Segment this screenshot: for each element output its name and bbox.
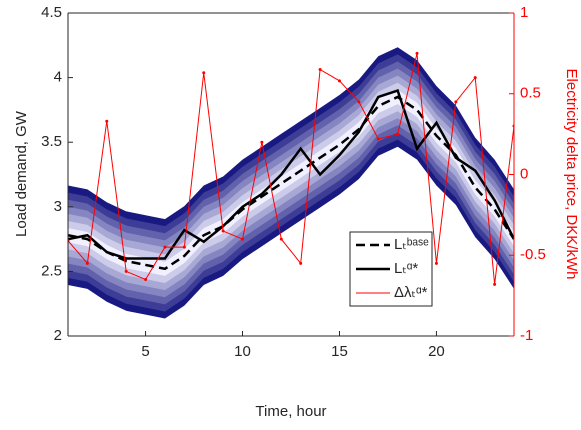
series-point bbox=[415, 51, 419, 55]
series-point bbox=[299, 261, 303, 265]
y2-tick-label: -0.5 bbox=[520, 246, 546, 263]
series-point bbox=[241, 237, 245, 241]
series-point bbox=[396, 132, 400, 136]
y2-tick-label: 0 bbox=[520, 165, 528, 182]
series-point bbox=[434, 261, 438, 265]
series-point bbox=[163, 245, 167, 249]
x-tick-label: 20 bbox=[428, 343, 445, 360]
series-point bbox=[105, 119, 109, 123]
x-axis-label: Time, hour bbox=[255, 403, 326, 420]
legend-label: Lₜᵇᵃˢᵉ bbox=[394, 236, 429, 253]
series-point bbox=[357, 100, 361, 104]
series-line bbox=[68, 95, 514, 271]
series-point bbox=[85, 261, 89, 265]
y-tick-label: 2.5 bbox=[41, 262, 62, 279]
series-point bbox=[202, 71, 206, 75]
x-tick-label: 5 bbox=[141, 343, 149, 360]
series-point bbox=[493, 282, 497, 286]
legend-label: Lₜᵅ* bbox=[394, 260, 418, 277]
y2-tick-label: 1 bbox=[520, 4, 528, 21]
y-tick-label: 3 bbox=[54, 198, 62, 215]
y-axis-label: Load demand, GW bbox=[13, 110, 30, 237]
series-point bbox=[376, 137, 380, 141]
x-tick-label: 10 bbox=[234, 343, 251, 360]
series-point bbox=[318, 68, 322, 72]
series-point bbox=[144, 277, 148, 281]
series-line bbox=[68, 88, 514, 260]
y-tick-label: 4 bbox=[54, 69, 62, 86]
series-point bbox=[124, 269, 128, 273]
series-point bbox=[279, 237, 283, 241]
y-tick-label: 2 bbox=[54, 327, 62, 344]
series-point bbox=[260, 140, 264, 144]
y2-axis-label: Electricity delta price, DKK/kWh bbox=[563, 69, 580, 280]
legend-label: Δλₜᵅ* bbox=[394, 284, 428, 301]
y-tick-label: 3.5 bbox=[41, 133, 62, 150]
x-tick-label: 15 bbox=[331, 343, 348, 360]
series-point bbox=[182, 245, 186, 249]
y-tick-label: 4.5 bbox=[41, 4, 62, 21]
series-point bbox=[454, 100, 458, 104]
series-point bbox=[337, 79, 341, 83]
series-point bbox=[473, 76, 477, 80]
uncertainty-band bbox=[68, 89, 514, 276]
y2-tick-label: 0.5 bbox=[520, 85, 541, 102]
series-point bbox=[221, 229, 225, 233]
plot-area bbox=[68, 47, 514, 319]
series-line bbox=[68, 53, 514, 285]
y2-tick-label: -1 bbox=[520, 327, 533, 344]
